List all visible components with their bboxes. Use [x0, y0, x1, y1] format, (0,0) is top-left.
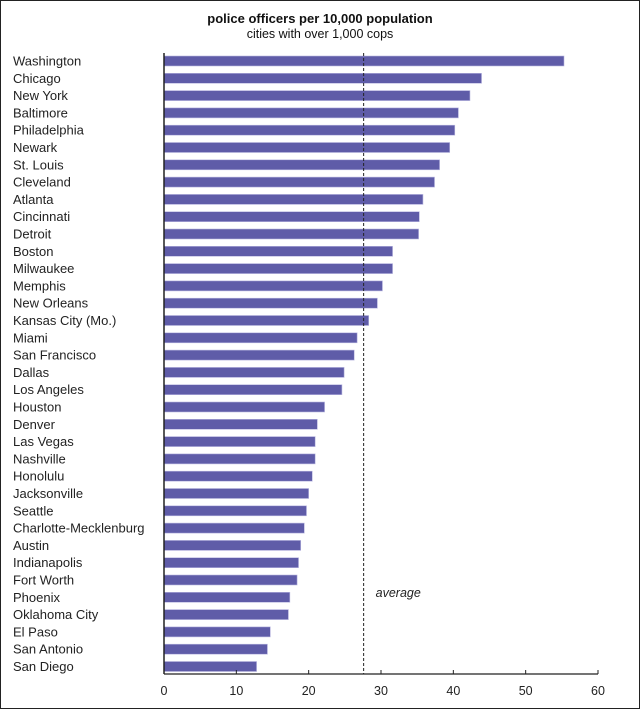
category-label: Memphis [13, 278, 66, 293]
bar [163, 194, 424, 205]
bar [163, 263, 393, 274]
bar [163, 609, 289, 620]
bar [163, 297, 378, 309]
category-label: New Orleans [13, 296, 89, 311]
category-label: Seattle [13, 503, 53, 518]
category-label: Austin [13, 538, 49, 553]
category-label: Detroit [13, 227, 52, 242]
bar [163, 591, 291, 603]
bar [163, 280, 383, 292]
category-label: Houston [13, 400, 61, 415]
category-label: Kansas City (Mo.) [13, 313, 116, 328]
bar [163, 661, 257, 672]
bar [163, 626, 271, 638]
category-label: Chicago [13, 71, 61, 86]
bar [163, 349, 355, 361]
bar [163, 124, 456, 136]
bar [163, 540, 302, 551]
category-label: Jacksonville [13, 486, 83, 501]
category-label: San Francisco [13, 348, 96, 363]
bar [163, 574, 298, 586]
category-label: Atlanta [13, 192, 54, 207]
bar [163, 384, 343, 396]
bar [163, 436, 316, 447]
bar [163, 522, 305, 534]
category-label: Newark [13, 140, 58, 155]
bar [163, 488, 309, 499]
bar [163, 453, 316, 465]
x-tick-label: 20 [302, 684, 316, 698]
average-label: average [376, 586, 421, 600]
category-label: Oklahoma City [13, 607, 99, 622]
bar [163, 643, 268, 655]
category-label: El Paso [13, 624, 58, 639]
category-label: San Diego [13, 659, 74, 674]
bar [163, 176, 435, 188]
category-label: Boston [13, 244, 53, 259]
bar [163, 211, 420, 222]
category-label: Cleveland [13, 175, 71, 190]
category-label: Miami [13, 330, 48, 345]
category-label: Los Angeles [13, 382, 84, 397]
category-label: Baltimore [13, 105, 68, 120]
bar [163, 90, 471, 101]
bar [163, 107, 459, 119]
category-label: Charlotte-Mecklenburg [13, 521, 145, 536]
category-label: Indianapolis [13, 555, 83, 570]
bar [163, 142, 451, 153]
category-label: New York [13, 88, 68, 103]
category-label: Fort Worth [13, 573, 74, 588]
bar [163, 367, 345, 378]
x-tick-label: 30 [374, 684, 388, 698]
bar [163, 332, 358, 344]
category-label: Dallas [13, 365, 50, 380]
x-tick-label: 60 [591, 684, 605, 698]
category-label: Phoenix [13, 590, 60, 605]
bar [163, 505, 307, 517]
category-label: St. Louis [13, 157, 64, 172]
category-label: Honolulu [13, 469, 64, 484]
category-label: Milwaukee [13, 261, 74, 276]
bar [163, 418, 318, 430]
x-tick-label: 10 [229, 684, 243, 698]
category-label: Nashville [13, 451, 66, 466]
category-label: San Antonio [13, 642, 83, 657]
x-tick-label: 50 [519, 684, 533, 698]
bar [163, 159, 440, 171]
x-tick-label: 40 [446, 684, 460, 698]
bar [163, 315, 370, 326]
chart-title: police officers per 10,000 population [207, 11, 433, 26]
category-label: Las Vegas [13, 434, 74, 449]
category-label: Cincinnati [13, 209, 70, 224]
bar [163, 228, 419, 240]
category-label: Philadelphia [13, 123, 85, 138]
bar [163, 470, 313, 482]
category-label: Washington [13, 54, 81, 69]
bar [163, 246, 393, 257]
x-tick-label: 0 [161, 684, 168, 698]
category-label: Denver [13, 417, 56, 432]
chart-subtitle: cities with over 1,000 cops [246, 27, 394, 41]
bar [163, 73, 482, 84]
bar [163, 557, 299, 569]
bar [163, 401, 325, 413]
